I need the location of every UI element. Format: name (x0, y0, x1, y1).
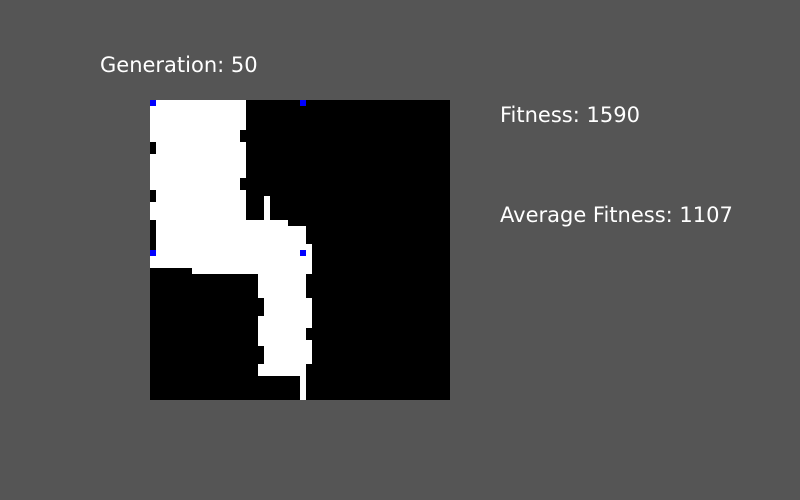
filled-region (150, 100, 312, 400)
agent-marker (300, 100, 306, 106)
filled-block (300, 376, 306, 400)
generation-value: 50 (230, 53, 258, 77)
empty-notch (306, 274, 312, 292)
filled-block (150, 250, 252, 268)
empty-notch (240, 178, 246, 190)
empty-notches (150, 130, 312, 358)
empty-notch (150, 238, 156, 250)
filled-block (258, 364, 306, 376)
empty-notch (150, 142, 156, 154)
filled-block (156, 220, 252, 250)
empty-notch (306, 328, 312, 340)
empty-notch (150, 190, 156, 202)
filled-block (192, 268, 258, 274)
agent-marker (300, 250, 306, 256)
fitness-value: 1590 (586, 103, 640, 127)
generation-label: Generation: (100, 53, 225, 77)
filled-block (264, 196, 270, 220)
filled-block (252, 220, 288, 226)
empty-notch (240, 130, 246, 142)
simulation-grid (150, 100, 450, 400)
average-fitness-label: Average Fitness: (500, 203, 673, 227)
filled-block (264, 340, 312, 364)
average-fitness-value: 1107 (679, 203, 733, 227)
empty-notch (258, 346, 264, 358)
agent-marker (150, 250, 156, 256)
filled-block (258, 274, 306, 298)
average-fitness-readout: Average Fitness: 1107 (500, 205, 733, 226)
agent-markers (150, 100, 306, 256)
grid-canvas (150, 100, 450, 400)
agent-marker (150, 100, 156, 106)
fitness-readout: Fitness: 1590 (500, 105, 640, 126)
empty-notch (258, 298, 264, 310)
fitness-label: Fitness: (500, 103, 580, 127)
generation-readout: Generation: 50 (100, 55, 258, 76)
filled-block (246, 226, 306, 244)
filled-block (150, 100, 246, 220)
